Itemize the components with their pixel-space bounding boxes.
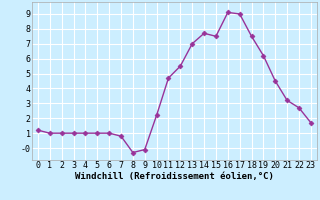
X-axis label: Windchill (Refroidissement éolien,°C): Windchill (Refroidissement éolien,°C)	[75, 172, 274, 181]
